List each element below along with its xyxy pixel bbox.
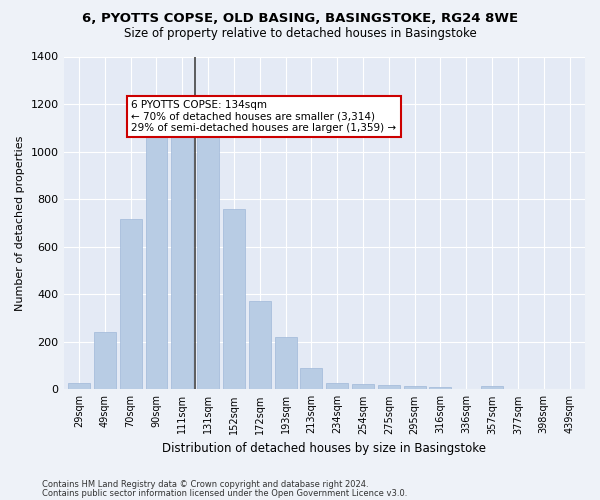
Text: Contains HM Land Registry data © Crown copyright and database right 2024.: Contains HM Land Registry data © Crown c… [42, 480, 368, 489]
Bar [146, 130, 167, 390]
Y-axis label: Number of detached properties: Number of detached properties [15, 135, 25, 310]
Bar [378, 385, 400, 390]
Bar [119, 220, 142, 390]
Text: Contains public sector information licensed under the Open Government Licence v3: Contains public sector information licen… [42, 488, 407, 498]
Bar [223, 208, 245, 390]
Bar [404, 386, 425, 390]
Bar [301, 368, 322, 390]
Text: 6, PYOTTS COPSE, OLD BASING, BASINGSTOKE, RG24 8WE: 6, PYOTTS COPSE, OLD BASING, BASINGSTOKE… [82, 12, 518, 26]
Bar [352, 384, 374, 390]
Bar [481, 386, 503, 390]
Bar [249, 302, 271, 390]
Bar [197, 126, 219, 390]
X-axis label: Distribution of detached houses by size in Basingstoke: Distribution of detached houses by size … [162, 442, 486, 455]
Bar [172, 126, 193, 390]
Bar [430, 388, 451, 390]
Bar [94, 332, 116, 390]
Text: Size of property relative to detached houses in Basingstoke: Size of property relative to detached ho… [124, 28, 476, 40]
Bar [275, 337, 296, 390]
Bar [68, 382, 90, 390]
Bar [326, 382, 348, 390]
Text: 6 PYOTTS COPSE: 134sqm
← 70% of detached houses are smaller (3,314)
29% of semi-: 6 PYOTTS COPSE: 134sqm ← 70% of detached… [131, 100, 397, 133]
